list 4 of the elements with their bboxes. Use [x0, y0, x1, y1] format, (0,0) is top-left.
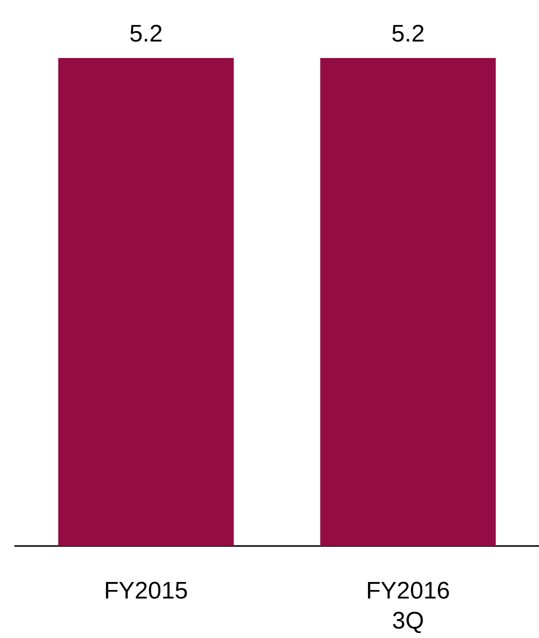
data-label: 5.2 [129, 20, 163, 48]
x-tick-label: FY2015 [104, 578, 188, 604]
data-label: 5.2 [391, 20, 425, 48]
x-tick-label: FY2016 3Q [366, 578, 450, 634]
